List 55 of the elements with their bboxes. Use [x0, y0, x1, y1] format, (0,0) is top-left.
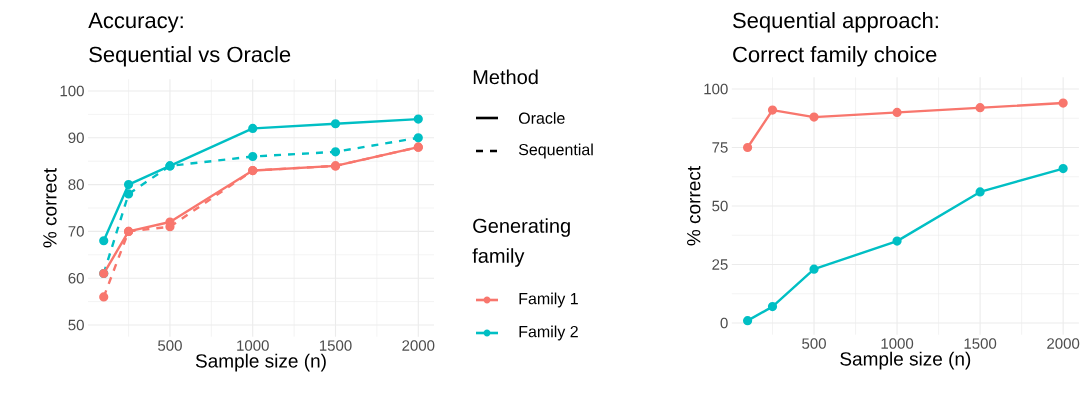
point: [809, 112, 819, 122]
point: [975, 103, 985, 113]
point: [99, 236, 109, 246]
point: [248, 123, 258, 134]
x-tick-label: 1000: [881, 338, 914, 349]
x-axis-title: Sample size (n): [195, 353, 326, 372]
point: [892, 107, 902, 117]
chart-subtitle: Sequential vs Oracle: [89, 46, 291, 67]
chart-title: Accuracy:: [88, 12, 183, 33]
point: [892, 236, 902, 246]
point: [742, 142, 753, 153]
y-tick-label: 50: [712, 200, 728, 212]
y-tick-label: 25: [712, 259, 728, 270]
x-tick-label: 1000: [237, 340, 269, 351]
point: [767, 302, 778, 312]
x-tick-label: 500: [158, 340, 182, 351]
text: Sequential: [518, 143, 593, 159]
point: [123, 189, 134, 199]
y-tick-label: 90: [68, 132, 84, 144]
point: [330, 119, 341, 129]
y-tick-label: 70: [68, 226, 84, 237]
chart-subtitle: Correct family choice: [733, 46, 937, 67]
text: Oracle: [518, 112, 565, 124]
point: [1058, 163, 1068, 174]
point: [975, 187, 985, 197]
point: [330, 147, 341, 157]
x-tick-label: 1500: [319, 340, 352, 351]
y-tick-label: 100: [60, 85, 84, 97]
point: [413, 133, 423, 143]
point: [767, 105, 778, 115]
legend-label: Family 1: [519, 292, 578, 308]
point: [123, 180, 134, 190]
y-tick-label: 60: [68, 272, 84, 284]
y-tick-label: 80: [68, 179, 84, 190]
x-axis-title: Sample size (n): [840, 351, 971, 370]
point: [1058, 98, 1068, 108]
y-tick-label: 0: [720, 317, 728, 329]
point: [248, 151, 258, 162]
point: [99, 292, 109, 302]
point: [809, 264, 819, 274]
point: [742, 316, 753, 326]
y-tick-label: 100: [704, 83, 728, 95]
chart-title: Sequential approach:: [733, 12, 938, 33]
x-tick-label: 1500: [964, 338, 997, 349]
legend-title: Generating family: [472, 218, 570, 267]
legend-label: Family 2: [519, 325, 578, 341]
x-tick-label: 2000: [402, 340, 435, 351]
text: Method: [473, 69, 538, 85]
y-axis-title: % correct: [687, 166, 701, 246]
x-tick-label: 500: [802, 338, 826, 349]
y-tick-label: 50: [68, 319, 84, 331]
point: [413, 114, 423, 124]
x-tick-label: 2000: [1047, 338, 1080, 349]
y-tick-label: 75: [712, 142, 728, 153]
y-axis-title: % correct: [43, 168, 57, 248]
